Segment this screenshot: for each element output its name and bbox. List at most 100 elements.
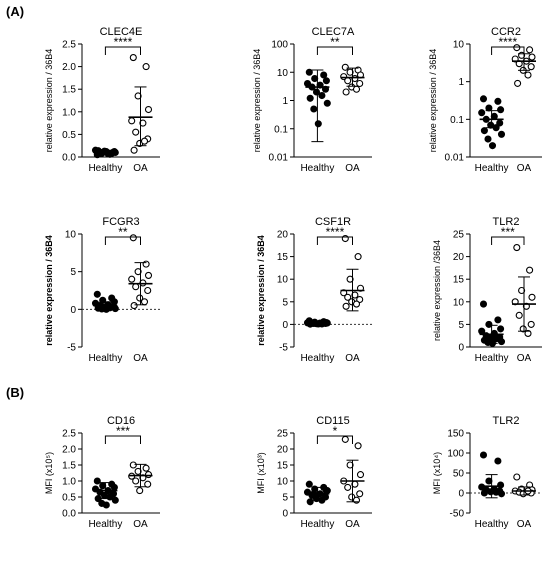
- data-point-oa: [129, 54, 137, 62]
- significance-stars: ***: [116, 424, 130, 438]
- y-tick-label: 5: [458, 320, 464, 331]
- chart-title: CD115: [316, 415, 349, 427]
- data-point-oa: [136, 294, 144, 302]
- y-axis-title: relative expression / 36B4: [428, 49, 438, 153]
- data-point-healthy: [111, 305, 119, 313]
- chart-title: TLR2: [493, 216, 520, 228]
- chart-0: CLEC4E 0.0 0.5 1.0 1.5 2.0 2.5 relative express…: [44, 26, 160, 174]
- x-category-label: Healthy: [88, 163, 122, 174]
- y-tick-label: 2.5: [62, 429, 76, 440]
- data-point-oa: [514, 79, 522, 87]
- data-point-healthy: [485, 104, 493, 112]
- y-tick-label: 15: [453, 275, 465, 286]
- data-point-oa: [144, 271, 153, 279]
- data-point-oa: [140, 298, 149, 306]
- significance-bracket: [104, 435, 141, 444]
- y-tick-label: 15: [277, 461, 289, 472]
- y-tick-label: 20: [277, 445, 289, 456]
- y-tick-label: 100: [447, 449, 464, 460]
- y-tick-label: 0.01: [445, 153, 465, 164]
- data-point-oa: [519, 325, 527, 333]
- significance-stars: **: [118, 225, 128, 239]
- y-tick-label: 1: [458, 77, 464, 88]
- data-point-oa: [142, 63, 150, 71]
- data-point-oa: [346, 275, 354, 283]
- y-tick-label: 0.5: [62, 493, 76, 504]
- y-tick-label: 15: [277, 252, 289, 263]
- data-point-oa: [144, 480, 152, 488]
- significance-stars: ****: [114, 35, 133, 49]
- y-tick-label: 20: [277, 230, 289, 241]
- x-category-label: OA: [133, 163, 148, 174]
- data-point-oa: [144, 471, 153, 479]
- data-point-oa: [129, 234, 137, 242]
- x-category-label: Healthy: [475, 163, 509, 174]
- chart-title: FCGR3: [102, 216, 139, 228]
- data-point-oa: [128, 275, 136, 283]
- data-point-oa: [139, 119, 147, 127]
- y-axis-title: relative expression / 36B4: [252, 49, 262, 153]
- significance-stars: ****: [326, 225, 345, 239]
- data-point-oa: [134, 467, 142, 475]
- data-point-oa: [342, 302, 350, 310]
- data-point-oa: [348, 493, 356, 501]
- data-point-healthy: [485, 477, 493, 485]
- significance-bracket: [316, 435, 353, 444]
- data-point-oa: [518, 286, 526, 295]
- y-tick-label: 0: [282, 509, 288, 520]
- chart-8: TLR2 -50 0 50 100 150 MFI (x10⁴) Healthy OA: [432, 415, 542, 530]
- y-tick-label: 10: [65, 230, 77, 241]
- data-point-healthy: [478, 109, 486, 117]
- y-tick-label: 1: [282, 96, 288, 107]
- data-point-healthy: [479, 300, 488, 308]
- y-tick-label: 1.5: [62, 85, 76, 96]
- chart-title: TLR2: [493, 415, 520, 427]
- data-point-healthy: [485, 320, 493, 328]
- y-tick-label: 0.5: [62, 130, 76, 141]
- x-category-label: OA: [345, 353, 360, 364]
- data-point-oa: [132, 128, 140, 136]
- data-point-oa: [354, 442, 362, 450]
- chart-3: FCGR3 -5 0 5 10 relative expression / 36B4 Hea…: [44, 216, 160, 364]
- significance-bracket: [316, 46, 353, 55]
- data-point-healthy: [497, 325, 505, 333]
- data-point-oa: [524, 71, 532, 79]
- y-tick-label: 0: [458, 343, 464, 354]
- data-point-oa: [341, 63, 349, 71]
- significance-bracket: [316, 236, 353, 245]
- data-point-healthy: [497, 490, 506, 498]
- y-tick-label: -5: [279, 343, 288, 354]
- data-point-oa: [515, 311, 523, 319]
- y-tick-label: 2.5: [62, 40, 76, 51]
- data-point-healthy: [484, 135, 492, 143]
- panel-label-b: (B): [6, 385, 25, 400]
- data-point-oa: [352, 300, 361, 308]
- y-tick-label: 25: [453, 230, 465, 241]
- chart-title: CCR2: [491, 26, 521, 38]
- data-point-oa: [132, 477, 140, 485]
- data-point-oa: [129, 461, 137, 469]
- data-point-healthy: [488, 142, 497, 150]
- data-point-oa: [346, 68, 354, 76]
- data-point-oa: [356, 471, 365, 479]
- y-tick-label: 0.1: [274, 124, 288, 135]
- data-point-healthy: [312, 88, 321, 96]
- y-tick-label: 5: [282, 493, 288, 504]
- data-point-oa: [134, 92, 142, 100]
- y-tick-label: 10: [453, 40, 465, 51]
- data-point-oa: [341, 435, 349, 443]
- data-point-oa: [142, 260, 150, 268]
- data-point-healthy: [306, 94, 314, 102]
- data-point-oa: [527, 320, 535, 328]
- y-tick-label: 1.0: [62, 107, 76, 118]
- y-tick-label: 100: [271, 40, 288, 51]
- data-point-healthy: [305, 480, 313, 488]
- x-category-label: Healthy: [475, 353, 509, 364]
- y-tick-label: 10: [277, 68, 289, 79]
- x-category-label: OA: [517, 353, 532, 364]
- y-tick-label: 1.5: [62, 461, 76, 472]
- data-point-oa: [528, 53, 536, 61]
- data-point-oa: [513, 473, 521, 481]
- data-point-healthy: [323, 487, 331, 495]
